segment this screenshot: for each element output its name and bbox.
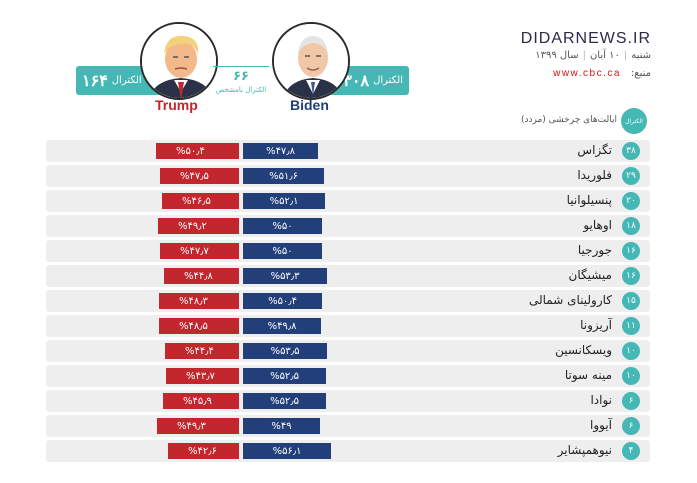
electoral-badge: ۶: [622, 392, 640, 410]
table-row: ۲۹ فلوریدا %۵۱٫۶ %۴۷٫۵: [46, 165, 650, 190]
biden-bar: %۴۷٫۸: [243, 143, 318, 159]
table-row: ۲۰ پنسیلوانیا %۵۲٫۱ %۴۶٫۵: [46, 190, 650, 215]
state-name: کارولینای شمالی: [528, 293, 612, 307]
trump-bar: %۴۷٫۵: [160, 168, 239, 184]
biden-portrait: [272, 22, 350, 100]
table-row: ۱۰ ویسکانسین %۵۳٫۵ %۴۴٫۴: [46, 340, 650, 365]
trump-bar: %۴۸٫۵: [159, 318, 239, 334]
biden-bar: %۵۰٫۴: [243, 293, 322, 309]
state-name: آیووا: [589, 418, 612, 432]
state-name: اوهایو: [583, 218, 612, 232]
state-name: ویسکانسین: [555, 343, 612, 357]
biden-electoral-label: الکترال: [373, 75, 403, 86]
biden-bar: %۴۹٫۸: [243, 318, 321, 334]
electoral-badge: ۱۰: [622, 367, 640, 385]
undecided-label: الکترال نامشخص: [215, 86, 267, 94]
row-background: [46, 315, 650, 337]
electoral-badge: ۲۹: [622, 167, 640, 185]
biden-bar: %۵۲٫۵: [243, 393, 326, 409]
trump-name: Trump: [155, 97, 198, 113]
source-line: منبع: www.cbc.ca: [553, 68, 651, 79]
biden-bar: %۵۰: [243, 243, 322, 259]
state-name: تگزاس: [577, 143, 612, 157]
state-name: جورجیا: [577, 243, 612, 257]
electoral-badge: ۱۱: [622, 317, 640, 335]
state-name: آریزونا: [580, 318, 612, 332]
trump-bar: %۴۴٫۴: [165, 343, 239, 359]
table-row: ۱۰ مینه سوتا %۵۲٫۵ %۴۳٫۷: [46, 365, 650, 390]
date-day: شنبه: [631, 50, 651, 61]
biden-bar: %۵۶٫۱: [243, 443, 331, 459]
state-name: فلوریدا: [577, 168, 612, 182]
biden-bar: %۵۲٫۱: [243, 193, 325, 209]
row-background: [46, 365, 650, 387]
biden-bar: %۵۳٫۵: [243, 343, 327, 359]
electoral-badge: ۱۶: [622, 267, 640, 285]
table-title: ایالت‌های چرخشی (مردد): [520, 115, 617, 125]
table-row: ۳۸ تگزاس %۴۷٫۸ %۵۰٫۴: [46, 140, 650, 165]
date-line: شنبه|۱۰ آبان|سال ۱۳۹۹: [535, 50, 651, 61]
electoral-badge: ۱۵: [622, 292, 640, 310]
table-row: ۱۶ جورجیا %۵۰ %۴۷٫۷: [46, 240, 650, 265]
table-row: ۶ نوادا %۵۲٫۵ %۴۵٫۹: [46, 390, 650, 415]
electoral-badge: ۴: [622, 442, 640, 460]
row-background: [46, 415, 650, 437]
trump-electoral-label: الکترال: [111, 75, 142, 86]
trump-bar: %۴۷٫۷: [160, 243, 239, 259]
source-url[interactable]: www.cbc.ca: [553, 68, 621, 79]
undecided-count: ۶۶: [213, 66, 269, 84]
table-row: ۱۱ آریزونا %۴۹٫۸ %۴۸٫۵: [46, 315, 650, 340]
table-row: ۶ آیووا %۴۹ %۴۹٫۳: [46, 415, 650, 440]
biden-name: Biden: [290, 97, 329, 113]
biden-bar: %۵۳٫۳: [243, 268, 327, 284]
electoral-badge: ۲۰: [622, 192, 640, 210]
trump-bar: %۴۲٫۶: [168, 443, 239, 459]
trump-bar: %۴۶٫۵: [162, 193, 239, 209]
trump-bar: %۴۵٫۹: [163, 393, 239, 409]
site-brand: DIDARNEWS.IR: [520, 30, 651, 47]
row-background: [46, 140, 650, 162]
biden-bar: %۵۲٫۵: [243, 368, 326, 384]
electoral-column-header: الکترال: [621, 108, 647, 134]
trump-electoral-votes: ۱۶۴: [82, 72, 108, 90]
trump-bar: %۴۸٫۳: [159, 293, 239, 309]
table-row: ۴ نیوهمپشایر %۵۶٫۱ %۴۲٫۶: [46, 440, 650, 465]
table-row: ۱۶ میشیگان %۵۳٫۳ %۴۴٫۸: [46, 265, 650, 290]
trump-bar: %۵۰٫۴: [156, 143, 239, 159]
state-name: مینه سوتا: [564, 368, 612, 382]
biden-electoral-votes: ۳۰۸: [343, 72, 370, 90]
state-name: پنسیلوانیا: [566, 193, 612, 207]
row-background: [46, 190, 650, 212]
swing-states-table: ۳۸ تگزاس %۴۷٫۸ %۵۰٫۴ ۲۹ فلوریدا %۵۱٫۶ %۴۷٫۵ ۲۰ پن…: [46, 140, 650, 465]
table-row: ۱۵ کارولینای شمالی %۵۰٫۴ %۴۸٫۳: [46, 290, 650, 315]
state-name: نوادا: [590, 393, 612, 407]
date-date: ۱۰ آبان: [589, 50, 620, 61]
trump-portrait: [140, 22, 218, 100]
biden-bar: %۴۹: [243, 418, 320, 434]
table-row: ۱۸ اوهایو %۵۰ %۴۹٫۲: [46, 215, 650, 240]
trump-bar: %۴۹٫۲: [158, 218, 239, 234]
row-background: [46, 265, 650, 287]
row-background: [46, 215, 650, 237]
trump-bar: %۴۳٫۷: [166, 368, 239, 384]
state-name: میشیگان: [568, 268, 612, 282]
trump-bar: %۴۹٫۳: [157, 418, 239, 434]
row-background: [46, 165, 650, 187]
undecided-box: ۶۶ الکترال نامشخص: [213, 66, 269, 94]
state-name: نیوهمپشایر: [557, 443, 612, 457]
electoral-badge: ۱۸: [622, 217, 640, 235]
date-year: سال ۱۳۹۹: [535, 50, 579, 61]
electoral-badge: ۱۶: [622, 242, 640, 260]
biden-bar: %۵۱٫۶: [243, 168, 324, 184]
biden-bar: %۵۰: [243, 218, 322, 234]
source-label: منبع:: [630, 68, 651, 79]
electoral-badge: ۶: [622, 417, 640, 435]
row-background: [46, 240, 650, 262]
electoral-badge: ۱۰: [622, 342, 640, 360]
row-background: [46, 390, 650, 412]
trump-bar: %۴۴٫۸: [164, 268, 239, 284]
electoral-badge: ۳۸: [622, 142, 640, 160]
